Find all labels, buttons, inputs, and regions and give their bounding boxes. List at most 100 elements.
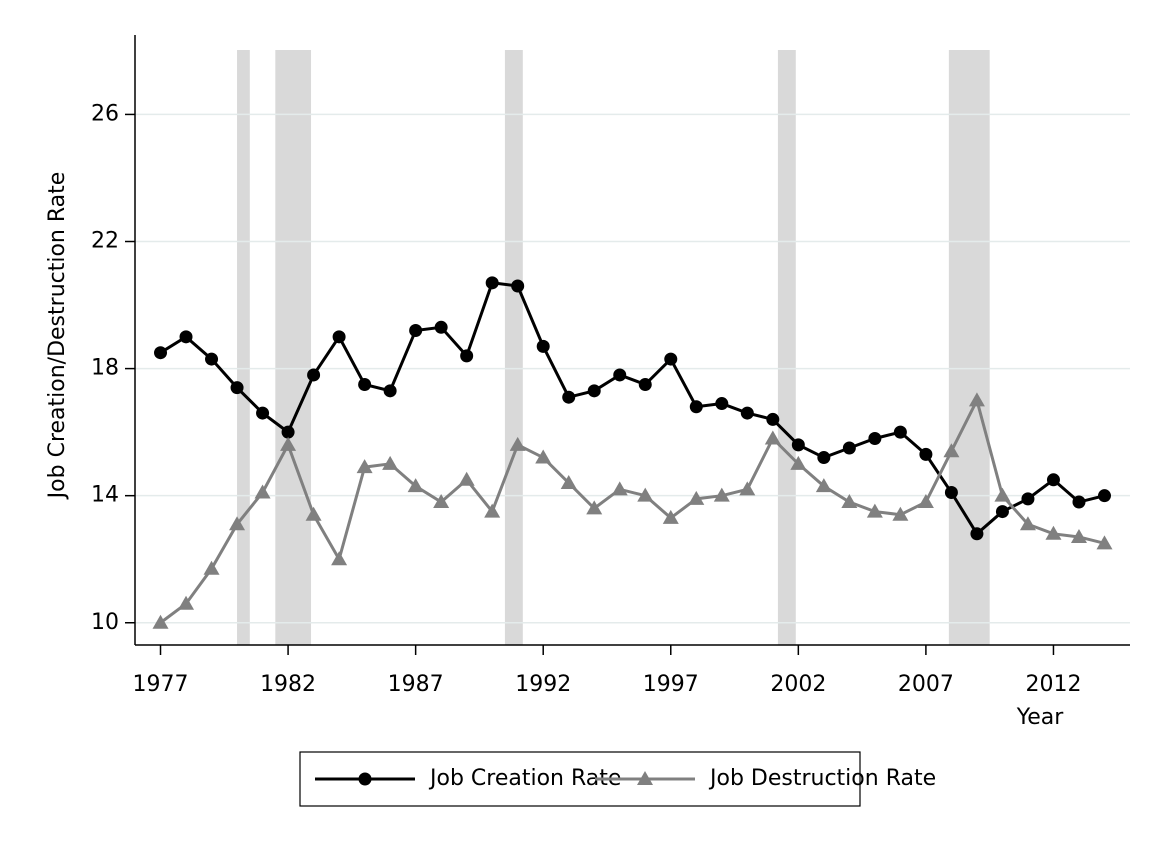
point [739, 481, 756, 496]
point [1046, 473, 1060, 487]
point [509, 436, 526, 451]
recession-band [777, 50, 796, 645]
legend-label: Job Destruction Rate [708, 766, 936, 791]
point [892, 506, 909, 521]
point [1096, 535, 1113, 550]
point [332, 330, 346, 344]
recession-band [504, 50, 523, 645]
recession-band [948, 50, 990, 645]
point [611, 481, 628, 496]
x-tick-label: 1997 [643, 672, 699, 697]
point [944, 486, 958, 499]
y-tick-label: 18 [91, 356, 119, 381]
x-tick-label: 2002 [770, 672, 826, 697]
point [1021, 492, 1035, 506]
x-tick-label: 2007 [898, 672, 954, 697]
point [154, 346, 168, 360]
recession-band [275, 50, 312, 645]
point [307, 368, 321, 382]
point [179, 330, 193, 344]
point [203, 560, 220, 575]
point [817, 451, 831, 465]
point [229, 516, 246, 531]
point [919, 447, 933, 461]
point [715, 397, 729, 411]
legend-label: Job Creation Rate [428, 766, 621, 791]
point [1045, 525, 1062, 540]
point [280, 436, 297, 451]
point [586, 500, 603, 515]
y-axis-title: Job Creation/Destruction Rate [45, 172, 70, 501]
series-line [159, 396, 1105, 624]
point [409, 323, 423, 337]
point [842, 441, 856, 455]
legend-marker [637, 771, 653, 785]
point [230, 381, 244, 395]
point [764, 430, 781, 445]
point [256, 406, 270, 420]
point [866, 503, 883, 518]
point [484, 503, 501, 518]
y-tick-label: 22 [91, 229, 119, 254]
point [358, 377, 372, 391]
point [152, 614, 169, 629]
y-tick-label: 14 [91, 483, 119, 508]
point [511, 279, 525, 293]
point [791, 438, 805, 452]
point [331, 551, 348, 566]
point [943, 443, 960, 458]
point [968, 392, 985, 407]
point [613, 368, 627, 382]
point [713, 487, 730, 502]
point [1019, 516, 1036, 531]
point [536, 339, 550, 353]
point [383, 384, 397, 398]
point [205, 352, 219, 366]
point [535, 449, 552, 464]
point [433, 494, 450, 509]
point [1070, 528, 1087, 543]
point [637, 487, 654, 502]
legend: Job Creation Rate Job Destruction Rate [299, 751, 936, 807]
y-tick-label: 10 [91, 610, 119, 635]
point [560, 474, 577, 489]
x-tick-label: 1982 [260, 672, 316, 697]
point [305, 506, 322, 521]
point [790, 455, 807, 470]
legend-marker [358, 772, 372, 786]
x-tick-label: 2012 [1025, 672, 1081, 697]
point [460, 349, 474, 363]
point [178, 595, 195, 610]
point [281, 425, 295, 439]
point [638, 377, 652, 391]
point [662, 509, 679, 524]
point [356, 459, 373, 474]
point [407, 478, 424, 493]
x-tick-label: 1992 [515, 672, 571, 697]
recession-band [237, 50, 250, 645]
y-tick-label: 26 [91, 101, 119, 126]
point [382, 455, 399, 470]
point [254, 484, 271, 499]
point [995, 505, 1009, 519]
point [815, 478, 832, 493]
point [841, 494, 858, 509]
series-line [159, 281, 1105, 537]
x-tick-label: 1987 [388, 672, 444, 697]
point [994, 487, 1011, 502]
point [664, 352, 678, 366]
x-axis-title: Year [1016, 705, 1065, 730]
point [458, 471, 475, 486]
point [587, 384, 601, 398]
point [688, 490, 705, 505]
point [766, 412, 780, 426]
x-tick-label: 1977 [133, 672, 189, 697]
point [893, 425, 907, 439]
point [917, 494, 934, 509]
point [970, 527, 984, 541]
point [868, 431, 882, 445]
point [434, 320, 448, 334]
point [740, 406, 754, 420]
